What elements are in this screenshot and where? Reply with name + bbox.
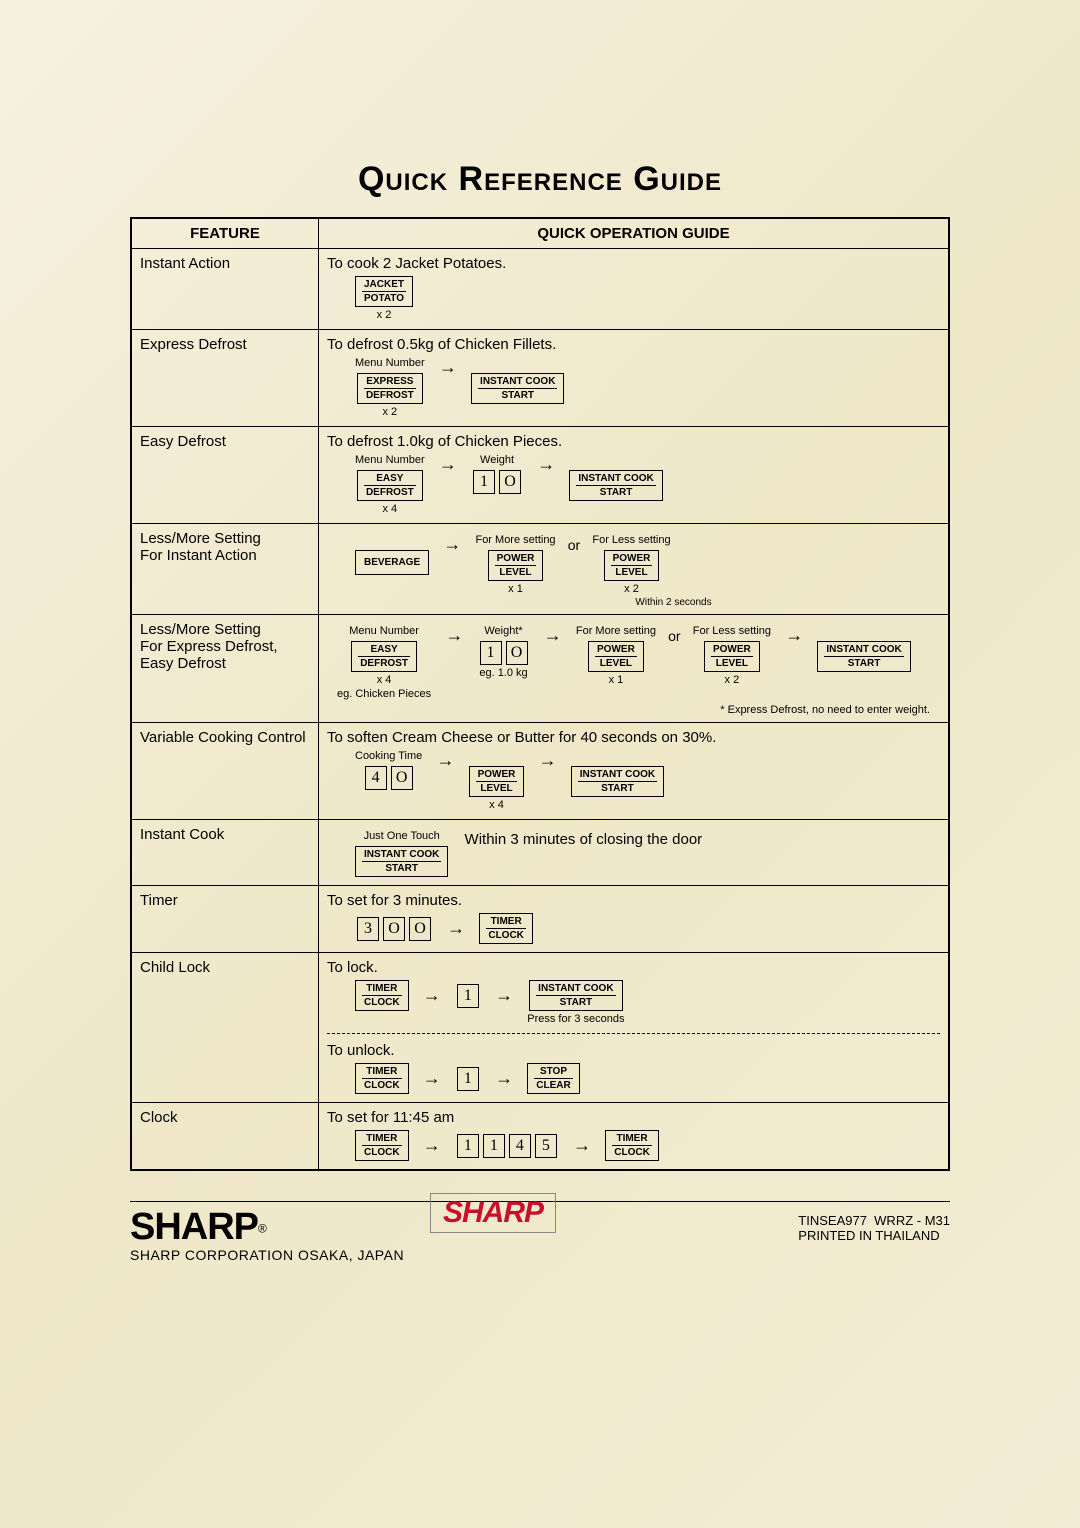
digit-key: 5 — [535, 1134, 557, 1158]
sharp-logo-red: SHARP — [430, 1193, 556, 1233]
guide-cell: To set for 3 minutes. 3OO → TIMERCLOCK — [319, 886, 950, 953]
arrow-icon: → — [544, 625, 562, 646]
table-row: Clock To set for 11:45 am TIMERCLOCK → 1… — [131, 1103, 949, 1171]
digit-key: O — [409, 917, 431, 941]
stop-clear-button: STOPCLEAR — [527, 1063, 579, 1094]
arrow-icon: → — [423, 1135, 441, 1156]
digit-key: 1 — [457, 984, 479, 1008]
arrow-icon: → — [423, 985, 441, 1006]
power-level-button: POWERLEVEL — [588, 641, 644, 672]
guide-cell: Menu Number EASYDEFROST x 4 eg. Chicken … — [319, 615, 950, 723]
header-guide: QUICK OPERATION GUIDE — [319, 218, 950, 249]
digit-key: O — [391, 766, 413, 790]
header-feature: FEATURE — [131, 218, 319, 249]
guide-cell: To lock. TIMERCLOCK → 1 → INSTANT COOKST… — [319, 953, 950, 1103]
table-row: Less/More Setting For Instant Action BEV… — [131, 524, 949, 615]
digit-key: 1 — [483, 1134, 505, 1158]
table-row: Child Lock To lock. TIMERCLOCK → 1 → INS… — [131, 953, 949, 1103]
power-level-button: POWERLEVEL — [604, 550, 660, 581]
table-row: Instant Cook Just One Touch INSTANT COOK… — [131, 820, 949, 886]
timer-clock-button: TIMERCLOCK — [605, 1130, 659, 1161]
arrow-icon: → — [439, 454, 457, 475]
express-defrost-button: EXPRESSDEFROST — [357, 373, 423, 404]
corp-text: SHARP CORPORATION OSAKA, JAPAN — [130, 1247, 404, 1263]
power-level-button: POWERLEVEL — [488, 550, 544, 581]
digit-key: 1 — [473, 470, 495, 494]
feature-cell: Instant Cook — [131, 820, 319, 886]
feature-cell: Less/More Setting For Instant Action — [131, 524, 319, 615]
guide-cell: To defrost 0.5kg of Chicken Fillets. Men… — [319, 330, 950, 427]
feature-cell: Clock — [131, 1103, 319, 1171]
instant-cook-start-button: INSTANT COOKSTART — [471, 373, 564, 404]
table-row: Variable Cooking Control To soften Cream… — [131, 723, 949, 820]
feature-cell: Express Defrost — [131, 330, 319, 427]
instant-cook-start-button: INSTANT COOKSTART — [355, 846, 448, 877]
arrow-icon: → — [495, 985, 513, 1006]
feature-cell: Easy Defrost — [131, 427, 319, 524]
printed-in: PRINTED IN THAILAND — [798, 1228, 950, 1243]
instant-cook-start-button: INSTANT COOKSTART — [571, 766, 664, 797]
easy-defrost-button: EASYDEFROST — [357, 470, 423, 501]
digit-key: 4 — [509, 1134, 531, 1158]
sharp-logo: SHARP — [130, 1206, 258, 1249]
table-row: Less/More Setting For Express Defrost, E… — [131, 615, 949, 723]
reference-table: FEATURE QUICK OPERATION GUIDE Instant Ac… — [130, 217, 950, 1171]
table-row: Instant Action To cook 2 Jacket Potatoes… — [131, 249, 949, 330]
divider — [327, 1033, 940, 1034]
timer-clock-button: TIMERCLOCK — [355, 1063, 409, 1094]
arrow-icon: → — [785, 625, 803, 646]
easy-defrost-button: EASYDEFROST — [351, 641, 417, 672]
arrow-icon: → — [443, 534, 461, 555]
guide-cell: Just One Touch INSTANT COOKSTART Within … — [319, 820, 950, 886]
digit-key: 3 — [357, 917, 379, 941]
digit-key: O — [499, 470, 521, 494]
timer-clock-button: TIMERCLOCK — [479, 913, 533, 944]
arrow-icon: → — [439, 357, 457, 378]
feature-cell: Variable Cooking Control — [131, 723, 319, 820]
table-row: Easy Defrost To defrost 1.0kg of Chicken… — [131, 427, 949, 524]
arrow-icon: → — [423, 1068, 441, 1089]
power-level-button: POWERLEVEL — [704, 641, 760, 672]
beverage-button: BEVERAGE — [355, 550, 429, 575]
digit-key: 1 — [480, 641, 502, 665]
arrow-icon: → — [436, 750, 454, 771]
guide-cell: To soften Cream Cheese or Butter for 40 … — [319, 723, 950, 820]
page-title: Quick Reference Guide — [130, 160, 950, 199]
digit-key: 1 — [457, 1067, 479, 1091]
feature-cell: Child Lock — [131, 953, 319, 1103]
feature-cell: Timer — [131, 886, 319, 953]
product-code: TINSEA977 WRRZ - M31 — [798, 1213, 950, 1228]
jacket-potato-button: JACKETPOTATO — [355, 276, 413, 307]
guide-cell: To cook 2 Jacket Potatoes. JACKETPOTATO … — [319, 249, 950, 330]
timer-clock-button: TIMERCLOCK — [355, 1130, 409, 1161]
arrow-icon: → — [445, 625, 463, 646]
instant-cook-start-button: INSTANT COOKSTART — [569, 470, 662, 501]
digit-key: 4 — [365, 766, 387, 790]
feature-cell: Less/More Setting For Express Defrost, E… — [131, 615, 319, 723]
power-level-button: POWERLEVEL — [469, 766, 525, 797]
guide-cell: BEVERAGE → For More setting POWERLEVEL x… — [319, 524, 950, 615]
arrow-icon: → — [447, 918, 465, 939]
feature-cell: Instant Action — [131, 249, 319, 330]
instant-cook-start-button: INSTANT COOKSTART — [529, 980, 622, 1011]
table-row: Timer To set for 3 minutes. 3OO → TIMERC… — [131, 886, 949, 953]
timer-clock-button: TIMERCLOCK — [355, 980, 409, 1011]
arrow-icon: → — [573, 1135, 591, 1156]
instant-cook-start-button: INSTANT COOKSTART — [817, 641, 910, 672]
guide-cell: To set for 11:45 am TIMERCLOCK → 1145 → … — [319, 1103, 950, 1171]
digit-key: 1 — [457, 1134, 479, 1158]
arrow-icon: → — [539, 750, 557, 771]
table-row: Express Defrost To defrost 0.5kg of Chic… — [131, 330, 949, 427]
digit-key: O — [506, 641, 528, 665]
digit-key: O — [383, 917, 405, 941]
arrow-icon: → — [495, 1068, 513, 1089]
guide-cell: To defrost 1.0kg of Chicken Pieces. Menu… — [319, 427, 950, 524]
arrow-icon: → — [537, 454, 555, 475]
footer: SHARP SHARP® SHARP CORPORATION OSAKA, JA… — [130, 1201, 950, 1263]
